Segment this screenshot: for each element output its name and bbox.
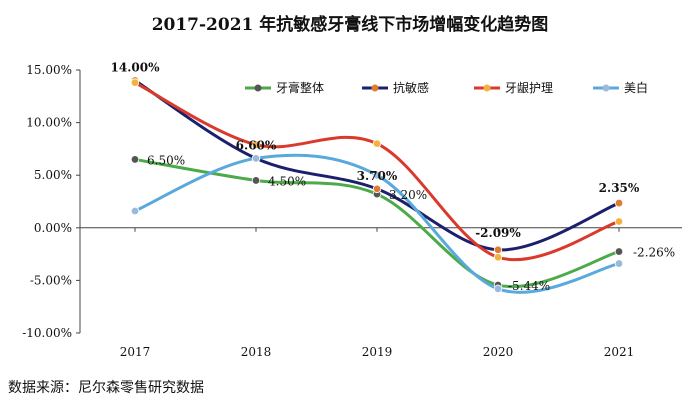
legend-swatch-marker <box>602 84 610 92</box>
x-tick-label: 2018 <box>241 345 272 359</box>
data-point-s1-4 <box>614 198 624 208</box>
data-point-s2-4 <box>614 217 624 226</box>
series-line-1 <box>133 79 621 252</box>
legend-label: 牙膏整体 <box>276 80 324 95</box>
y-tick-label: 5.00% <box>34 168 72 182</box>
x-tick-label: 2020 <box>483 345 514 359</box>
y-tick-label: 15.00% <box>26 63 72 77</box>
data-point-s2-1 <box>251 140 261 149</box>
data-point-s1-2 <box>372 184 382 194</box>
data-label: 4.50% <box>268 174 306 188</box>
data-label: -2.26% <box>633 246 675 260</box>
data-label: 3.70% <box>357 169 398 183</box>
data-point-s2-3 <box>493 253 503 262</box>
legend-label: 牙龈护理 <box>505 81 553 95</box>
chart-source-note: 数据来源：尼尔森零售研究数据 <box>8 380 204 396</box>
data-label: 3.20% <box>389 188 427 202</box>
legend-label: 美白 <box>624 80 648 95</box>
data-label: -2.09% <box>475 226 521 240</box>
legend-swatch-marker <box>254 84 262 92</box>
chart-title: 2017-2021 年抗敏感牙膏线下市场增幅变化趋势图 <box>152 14 549 35</box>
data-point-s3-1 <box>251 154 261 163</box>
legend-label: 抗敏感 <box>393 80 429 95</box>
data-label: -5.44% <box>508 279 550 293</box>
data-label: 6.50% <box>147 153 185 167</box>
x-tick-label: 2021 <box>604 345 635 359</box>
data-point-s3-3 <box>493 284 503 294</box>
data-point-s3-4 <box>614 259 624 268</box>
y-tick-label: 0.00% <box>34 221 72 235</box>
data-point-s3-0 <box>130 206 140 216</box>
data-label: 6.60% <box>236 138 277 152</box>
data-point-s2-2 <box>372 139 382 148</box>
data-point-s1-3 <box>493 245 503 254</box>
data-point-s0-4 <box>614 247 624 256</box>
legend-swatch-marker <box>483 84 491 92</box>
series-markers <box>130 76 624 294</box>
axes: 15.00% 10.00% 5.00% 0.00% -5.00% -10.00% 2017 2… <box>22 63 682 359</box>
x-tick-label: 2017 <box>120 345 151 359</box>
legend-swatch-marker <box>371 84 379 92</box>
data-point-s0-1 <box>251 176 261 185</box>
data-label: 14.00% <box>111 61 161 75</box>
data-labels: 6.50% 4.50% 3.20% -5.44% -2.26% 14.00% 6.60% 3.… <box>111 61 676 294</box>
y-tick-label: -5.00% <box>30 273 72 287</box>
data-point-s3-2 <box>372 170 382 180</box>
y-tick-label: -10.00% <box>22 326 72 340</box>
legend: 牙膏整体 抗敏感 牙龈护理 美白 <box>245 80 648 95</box>
data-label: 2.35% <box>599 181 640 195</box>
x-tick-label: 2019 <box>362 345 393 359</box>
data-point-s0-0 <box>130 155 140 164</box>
y-tick-label: 10.00% <box>26 116 72 130</box>
data-point-s2-0 <box>130 78 140 87</box>
